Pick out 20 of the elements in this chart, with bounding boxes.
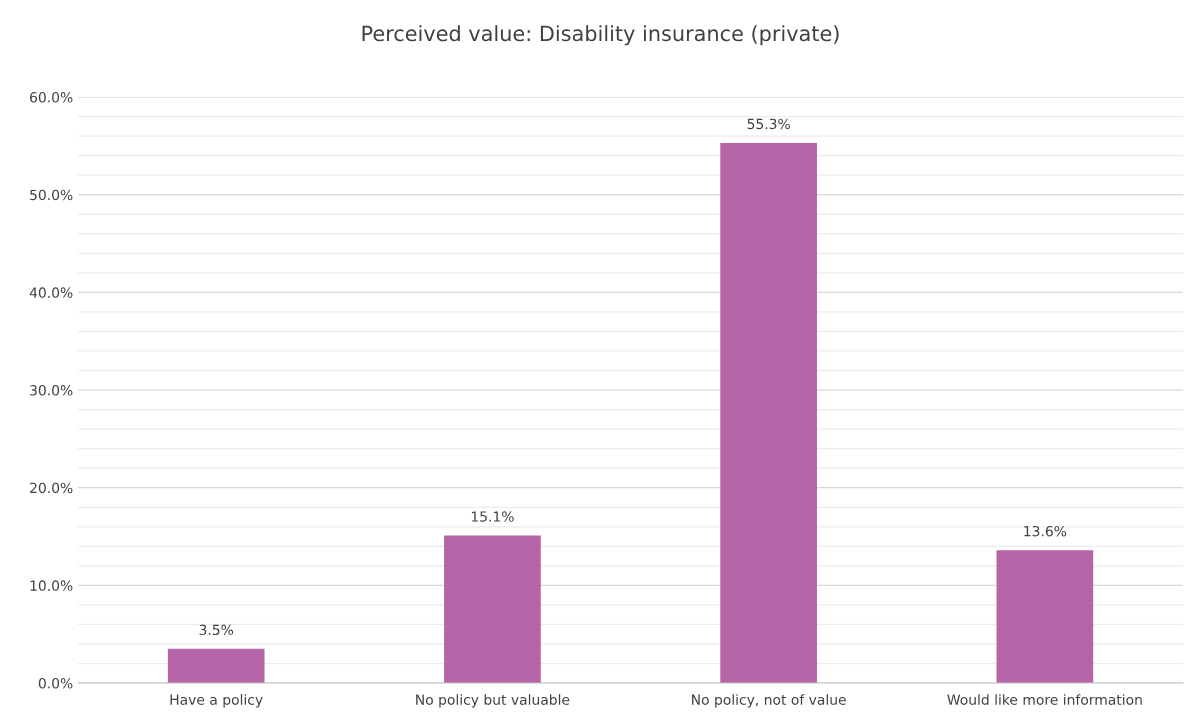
data-label: 55.3% [747,118,790,130]
data-label: 15.1% [471,511,514,522]
x-tick-label: Would like more information [947,694,1142,705]
bar [996,550,1094,684]
y-tick-label: 60.0% [30,92,73,103]
chart-title: Perceived value: Disability insurance (private) [362,25,839,46]
bar [444,535,541,684]
x-tick-label: Have a policy [170,694,263,708]
bar [167,648,265,684]
data-label: 3.5% [199,624,234,636]
y-tick-label: 30.0% [30,385,73,396]
x-tick-label: No policy but valuable [416,694,570,708]
y-tick-label: 40.0% [29,287,73,298]
data-label: 13.6% [1024,525,1067,537]
x-tick-label: No policy, not of value [692,694,846,708]
y-tick-label: 50.0% [30,189,73,201]
bar [720,142,817,684]
y-tick-label: 0.0% [38,678,73,689]
y-tick-label: 20.0% [30,482,73,494]
y-tick-label: 10.0% [30,580,73,591]
